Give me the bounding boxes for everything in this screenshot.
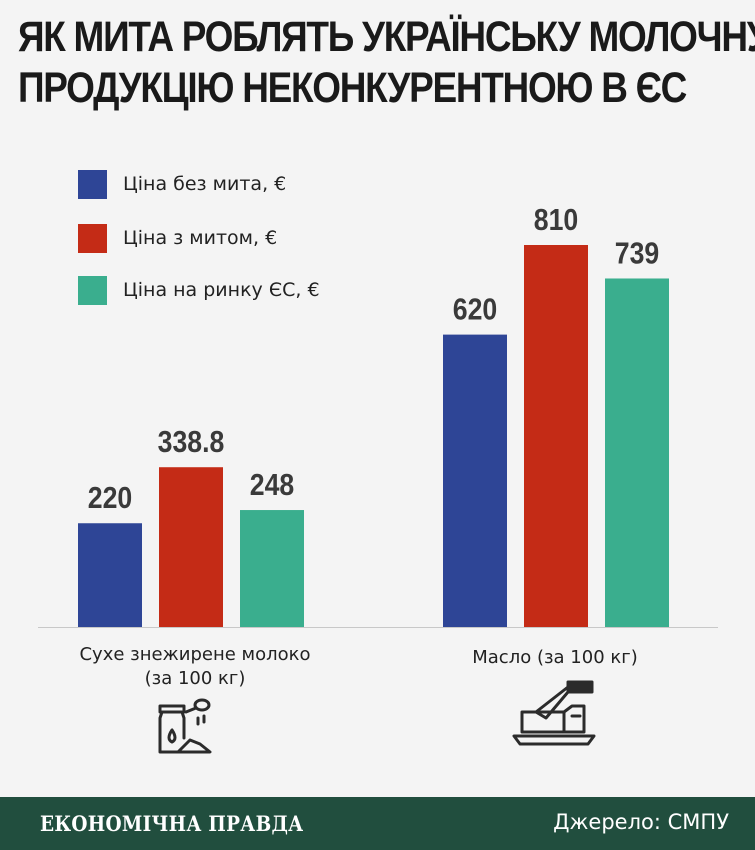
bar-skim-milk-powder-price-with-duty — [159, 467, 223, 627]
legend-swatch-eu-market-price — [78, 276, 107, 305]
bar-butter-eu-market-price — [605, 278, 669, 627]
butter-icon — [512, 680, 596, 746]
legend-swatch-price-no-duty — [78, 170, 107, 199]
legend-label-price-no-duty: Ціна без мита, € — [123, 173, 287, 195]
bar-butter-price-with-duty — [524, 245, 588, 627]
legend-swatch-price-with-duty — [78, 224, 107, 253]
milk-powder-icon — [158, 698, 212, 754]
chart-title-line-1: ЯК МИТА РОБЛЯТЬ УКРАЇНСЬКУ МОЛОЧНУ — [18, 13, 755, 61]
footer-bar: ЕКОНОМІЧНА ПРАВДА Джерело: СМПУ — [0, 797, 755, 850]
data-label-skim-milk-powder-price-with-duty: 338.8 — [158, 425, 225, 459]
legend-label-price-with-duty: Ціна з митом, € — [123, 227, 278, 249]
category-label-butter: Масло (за 100 кг) — [472, 647, 638, 668]
legend-label-eu-market-price: Ціна на ринку ЄС, € — [123, 279, 320, 301]
data-label-skim-milk-powder-eu-market-price: 248 — [250, 468, 294, 502]
brand-logo: ЕКОНОМІЧНА ПРАВДА — [40, 811, 304, 836]
chart-title-line-2: ПРОДУКЦІЮ НЕКОНКУРЕНТНОЮ В ЄС — [18, 64, 687, 112]
bar-skim-milk-powder-eu-market-price — [240, 510, 304, 627]
data-label-butter-price-no-duty: 620 — [453, 293, 497, 327]
chart-title: ЯК МИТА РОБЛЯТЬ УКРАЇНСЬКУ МОЛОЧНУ ПРОДУК… — [18, 12, 755, 114]
bar-skim-milk-powder-price-no-duty — [78, 523, 142, 627]
data-label-butter-price-with-duty: 810 — [534, 203, 578, 237]
data-label-butter-eu-market-price: 739 — [615, 237, 659, 271]
bar-butter-price-no-duty — [443, 334, 507, 627]
bar-chart: 220 338.8 248 620 810 739 — [38, 203, 718, 628]
category-label-skim-milk-powder: Сухе знежирене молоко (за 100 кг) — [79, 644, 311, 689]
source-note: Джерело: СМПУ — [553, 810, 729, 834]
data-label-skim-milk-powder-price-no-duty: 220 — [88, 481, 132, 515]
